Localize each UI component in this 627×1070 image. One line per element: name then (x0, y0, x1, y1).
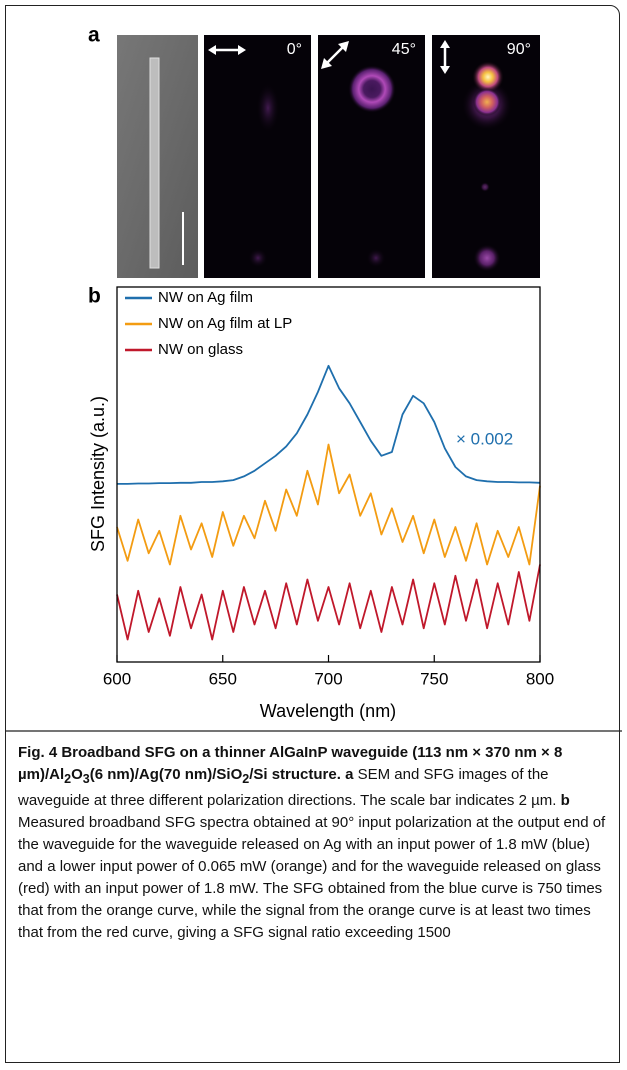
caption: Fig. 4 Broadband SFG on a thinner AlGaIn… (18, 742, 614, 944)
caption-text: (6 nm)/Ag(70 nm)/SiO (89, 766, 243, 783)
x-tick-label: 650 (209, 669, 237, 688)
y-axis-label: SFG Intensity (a.u.) (88, 396, 108, 552)
x-tick-label: 600 (103, 669, 131, 688)
panel-label: a (88, 24, 100, 47)
sfg-spot (256, 82, 280, 134)
arrow-head (208, 45, 246, 55)
plot (116, 364, 541, 662)
angle-label: 45° (392, 41, 416, 58)
nanowire (149, 57, 160, 269)
caption-title: Fig. 4 Broadband SFG on a thinner AlGaIn… (18, 744, 563, 786)
caption-text: /Si structure. (249, 766, 341, 783)
caption-label: a (345, 766, 354, 783)
caption-text: Fig. 4 Broadband SFG on a thinner AlGaIn… (18, 744, 563, 783)
caption-label: b (560, 792, 570, 809)
sfg-image (204, 35, 311, 278)
caption-text: O (71, 766, 83, 783)
angle-label: 90° (507, 41, 531, 58)
sfg-spot (473, 244, 501, 272)
arrow-head (321, 41, 349, 69)
annotation: × 0.002 (456, 429, 513, 448)
series-line (116, 443, 541, 566)
subscript: 2 (242, 772, 250, 786)
figure-frame (5, 5, 620, 1063)
x-tick-label: 800 (526, 669, 554, 688)
arrow-head (440, 40, 450, 74)
angle-label: 0° (287, 41, 302, 58)
sfg-spot (348, 65, 396, 113)
sfg-spot (480, 182, 490, 192)
figure: a 0° 45° 90° b Wavelength (nm) SFG Inten… (5, 24, 622, 732)
legend-label: NW on glass (158, 341, 243, 358)
subscript: 2 (64, 772, 72, 786)
caption-text: Measured broadband SFG spectra obtained … (18, 814, 606, 941)
x-axis-label: Wavelength (nm) (260, 701, 396, 721)
sfg-spot (248, 248, 268, 268)
legend-label: NW on Ag film at LP (158, 315, 292, 332)
sfg-spot (473, 88, 501, 116)
series-line (116, 564, 541, 641)
caption-text: SEM and SFG images of the waveguide at t… (18, 766, 557, 809)
panel-label: b (88, 285, 101, 308)
x-tick-label: 700 (314, 669, 342, 688)
sfg-spot (366, 248, 386, 268)
subscript: 3 (82, 772, 90, 786)
plot-frame (116, 286, 541, 663)
x-tick-label: 750 (420, 669, 448, 688)
legend-label: NW on Ag film (158, 289, 253, 306)
series-line (117, 364, 541, 485)
sfg-spot (472, 61, 504, 93)
